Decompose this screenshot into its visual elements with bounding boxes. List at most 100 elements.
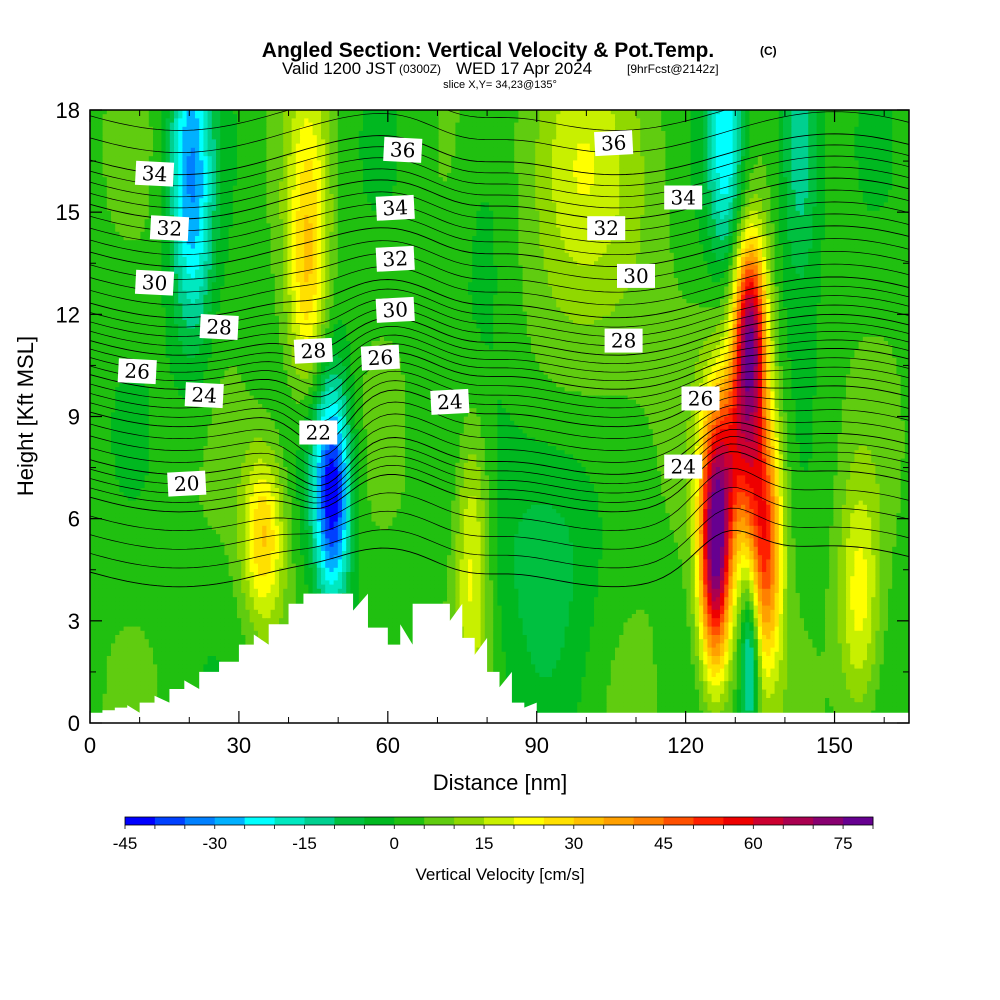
isentrope-label: 30 (617, 263, 655, 288)
colorbar-label: 0 (390, 834, 399, 853)
colorbar-segment (813, 817, 844, 825)
isentrope-line (90, 443, 909, 504)
isentrope-line (90, 330, 909, 374)
colorbar-segment (573, 817, 605, 825)
colorbar-segment (603, 817, 635, 825)
copyright-mark: (C) (760, 44, 777, 58)
colorbar-label: -15 (292, 834, 317, 853)
colorbar-segment (693, 817, 724, 825)
isentrope-line (90, 177, 909, 220)
isentrope-label-text: 36 (389, 137, 416, 162)
isentrope-label: 28 (199, 314, 239, 340)
isentrope-label-text: 22 (306, 421, 331, 445)
isentrope-label-text: 30 (382, 297, 409, 322)
isentrope-label: 34 (375, 194, 415, 221)
isentrope-line (90, 404, 909, 468)
colorbar-label: 75 (834, 834, 853, 853)
isentrope-line (90, 144, 909, 187)
subtitle-zulu: (0300Z) (399, 62, 441, 76)
colorbar-label: 30 (564, 834, 583, 853)
y-tick-label: 6 (68, 507, 80, 532)
isentrope-line (90, 110, 727, 131)
colorbar-label: 45 (654, 834, 673, 853)
isentrope-label-text: 36 (600, 130, 627, 155)
subtitle-forecast: [9hrFcst@2142z] (627, 62, 719, 76)
x-tick-label: 150 (816, 733, 853, 758)
colorbar-frame (124, 816, 874, 826)
isentrope-line (90, 357, 909, 410)
isentrope-line (90, 436, 909, 498)
isentrope-label: 26 (681, 386, 720, 411)
isentrope-line (90, 189, 909, 232)
y-tick-label: 3 (68, 609, 80, 634)
potential-temperature-contours (90, 110, 909, 588)
isentrope-line (90, 376, 909, 434)
isentrope-label: 28 (604, 328, 643, 353)
x-tick-label: 60 (376, 733, 400, 758)
y-tick-label: 15 (56, 200, 80, 225)
isentrope-label: 36 (594, 130, 634, 157)
colorbar-segment (783, 817, 814, 825)
colorbar-segment (753, 817, 784, 825)
isentrope-label-text: 26 (688, 387, 713, 411)
isentrope-line (90, 421, 909, 487)
isentrope-line (90, 201, 909, 244)
isentrope-line (90, 347, 909, 398)
isentrope-line (90, 213, 909, 256)
colorbar: -45 -30 -15 0 15 30 45 60 75 (113, 816, 874, 853)
isentrope-line (90, 111, 909, 153)
colorbar-segment (334, 817, 365, 825)
y-tick-label: 12 (56, 302, 80, 327)
x-tick-label: 120 (667, 733, 704, 758)
colorbar-segment (723, 817, 754, 825)
isentrope-label-text: 24 (437, 389, 464, 414)
subtitle-date: WED 17 Apr 2024 (456, 59, 592, 78)
isentrope-line (90, 486, 909, 550)
isentrope-line (90, 395, 909, 457)
colorbar-segment (304, 817, 335, 825)
isentrope-label: 22 (299, 420, 338, 445)
isentrope-label: 34 (134, 160, 175, 187)
isentrope-label: 26 (117, 358, 157, 385)
isentrope-label-text: 24 (670, 455, 695, 479)
isentrope-line (90, 413, 909, 478)
isentrope-label: 32 (375, 245, 415, 272)
colorbar-segment (214, 817, 246, 825)
isentrope-line (90, 263, 909, 306)
isentrope-line (90, 225, 909, 268)
isentrope-line (90, 468, 909, 531)
colorbar-segment (424, 817, 455, 825)
isentrope-line (90, 250, 909, 293)
colorbar-segment (154, 817, 186, 825)
isentrope-label-text: 26 (124, 359, 151, 384)
isentrope-line (90, 428, 909, 493)
isentrope-line (90, 451, 909, 513)
y-tick-label: 0 (68, 711, 80, 736)
isentrope-label-text: 32 (156, 216, 183, 241)
colorbar-segment (274, 817, 305, 825)
isentrope-label: 32 (587, 216, 626, 241)
colorbar-segment (125, 817, 156, 825)
colorbar-segment (244, 817, 275, 825)
slice-info: slice X,Y= 34,23@135° (443, 79, 557, 91)
isentrope-line (90, 155, 909, 198)
isentrope-label: 28 (293, 337, 333, 364)
isentrope-label-text: 32 (593, 216, 618, 240)
colorbar-label: 15 (475, 834, 494, 853)
isentrope-label: 30 (134, 269, 175, 296)
isentrope-label: 24 (184, 382, 224, 409)
isentrope-label-text: 28 (611, 329, 636, 353)
isentrope-label-text: 26 (367, 345, 394, 370)
x-axis-label: Distance [nm] (433, 770, 568, 795)
colorbar-label: -45 (113, 834, 138, 853)
isentrope-line (90, 133, 909, 176)
isentrope-label-text: 28 (300, 338, 327, 363)
colorbar-segment (543, 817, 575, 825)
colorbar-segment (394, 817, 425, 825)
isentrope-label-text: 34 (382, 195, 409, 220)
y-tick-label: 9 (68, 405, 80, 430)
isentrope-line (90, 238, 909, 280)
vertical-velocity-field (90, 110, 909, 723)
